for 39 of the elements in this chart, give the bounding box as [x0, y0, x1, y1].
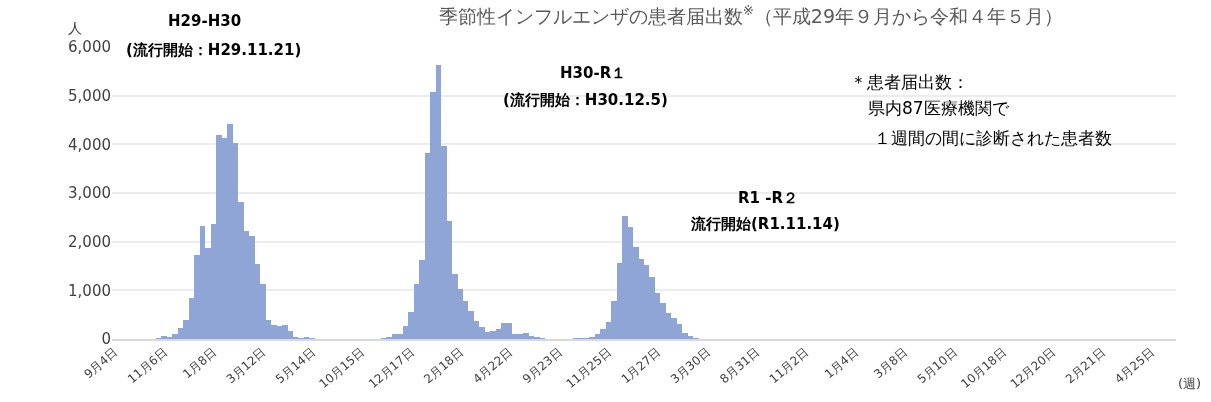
annotation: H30-R１ [560, 64, 627, 82]
x-tick-label: 11月6日 [124, 345, 170, 387]
x-tick-label: 3月12日 [223, 345, 269, 387]
x-tick-label: 12月20日 [1007, 345, 1059, 392]
y-axis-title: 人 [68, 20, 82, 36]
x-tick-label: 3月30日 [667, 345, 713, 387]
x-tick-label: 3月8日 [871, 345, 911, 382]
x-tick-label: 5月10日 [914, 345, 960, 387]
x-tick-label: 8月31日 [717, 345, 763, 387]
annotation: ＊患者届出数： [850, 72, 969, 92]
x-tick-label: 4月22日 [470, 345, 516, 387]
x-tick-label: 11月2日 [766, 345, 812, 387]
x-tick-label: 1月27日 [618, 345, 664, 387]
x-tick-label: 1月8日 [180, 345, 220, 382]
y-tick-label: 3,000 [68, 184, 111, 203]
x-tick-label: 12月17日 [365, 345, 417, 392]
y-tick-label: 4,000 [68, 135, 111, 154]
y-tick-label: 2,000 [68, 232, 111, 251]
x-tick-label: 10月15日 [316, 345, 368, 392]
annotation: １週間の間に診断された患者数 [874, 128, 1112, 148]
annotation: (流行開始：H30.12.5) [503, 91, 668, 109]
x-tick-label: 10月18日 [958, 345, 1010, 392]
x-tick-label: 9月23日 [519, 345, 565, 387]
y-tick-label: 1,000 [68, 281, 111, 300]
x-tick-label: 11月25日 [563, 345, 615, 392]
annotation: 県内87医療機関で [868, 98, 1010, 118]
text: H29-H30 [168, 12, 242, 30]
y-tick-label: 5,000 [68, 86, 111, 105]
x-tick-label: 1月4日 [821, 345, 861, 382]
chart-title: 季節性インフルエンザの患者届出数$^{※}$（平成29年９月から令和４年５月） [438, 3, 1063, 28]
x-tick-label: 4月25日 [1112, 345, 1158, 387]
y-tick-label: 6,000 [68, 38, 111, 57]
x-tick-label: 2月18日 [421, 345, 467, 387]
x-tick-label: 5月14日 [273, 345, 318, 387]
x-axis-title: (週) [1178, 376, 1202, 391]
annotation: (流行開始：H29.11.21) [126, 41, 302, 59]
x-tick-label: 2月21日 [1062, 345, 1108, 387]
annotation: R1 -R２ [738, 189, 798, 207]
annotation: 流行開始(R1.11.14) [690, 215, 840, 233]
